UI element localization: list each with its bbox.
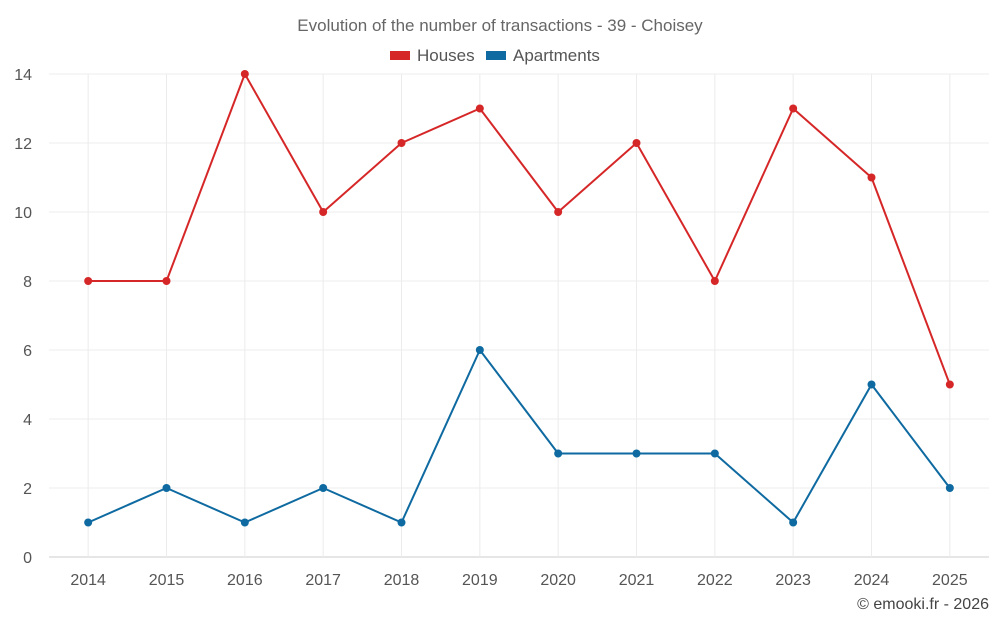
data-point-apartments[interactable]	[475, 346, 484, 354]
data-point-apartments[interactable]	[710, 449, 719, 458]
x-tick-label: 2016	[227, 572, 263, 589]
x-axis-ticks: 2014 2015 2016 2017 2018 2019 2020 2021 2022 2023…	[70, 572, 967, 589]
series-apartments	[84, 346, 954, 527]
x-tick-label: 2025	[932, 572, 968, 589]
legend-label-apartments: Apartments	[513, 46, 600, 65]
series	[84, 70, 954, 527]
data-point-houses[interactable]	[319, 208, 328, 216]
y-axis-ticks: 0 2 4 6 8 10 12 14	[14, 67, 32, 567]
legend-swatch-apartments	[486, 51, 506, 60]
data-point-apartments[interactable]	[945, 484, 954, 492]
data-point-houses[interactable]	[945, 380, 954, 389]
y-tick-label: 12	[14, 136, 32, 153]
y-tick-label: 6	[23, 343, 32, 360]
x-tick-label: 2023	[775, 572, 811, 589]
legend-item-apartments[interactable]: Apartments	[486, 46, 600, 65]
x-tick-label: 2024	[854, 572, 890, 589]
y-tick-label: 10	[14, 205, 32, 222]
series-houses	[84, 70, 954, 389]
y-tick-label: 2	[23, 481, 32, 498]
data-point-apartments[interactable]	[162, 484, 171, 492]
legend: Houses Apartments	[390, 46, 600, 65]
x-tick-label: 2014	[70, 572, 106, 589]
chart-title: Evolution of the number of transactions …	[297, 16, 703, 35]
data-point-apartments[interactable]	[240, 518, 249, 527]
data-point-houses[interactable]	[554, 208, 563, 216]
x-tick-label: 2015	[149, 572, 185, 589]
data-point-apartments[interactable]	[397, 518, 406, 527]
x-tick-label: 2018	[384, 572, 420, 589]
x-tick-label: 2017	[305, 572, 341, 589]
y-tick-label: 4	[23, 412, 32, 429]
data-point-houses[interactable]	[789, 104, 798, 113]
data-point-houses[interactable]	[867, 173, 876, 182]
legend-swatch-houses	[390, 51, 410, 60]
data-point-apartments[interactable]	[632, 449, 641, 458]
x-tick-label: 2020	[540, 572, 576, 589]
x-tick-label: 2022	[697, 572, 733, 589]
credit-text: © emooki.fr - 2026	[857, 596, 989, 613]
data-point-apartments[interactable]	[319, 484, 328, 492]
y-tick-label: 14	[14, 67, 32, 84]
data-point-houses[interactable]	[632, 139, 641, 147]
x-tick-label: 2019	[462, 572, 498, 589]
series-line-apartments	[87, 349, 951, 524]
data-point-houses[interactable]	[710, 277, 719, 285]
data-point-apartments[interactable]	[789, 518, 798, 527]
data-point-houses[interactable]	[475, 104, 484, 113]
data-point-houses[interactable]	[162, 277, 171, 285]
data-point-apartments[interactable]	[867, 380, 876, 389]
data-point-houses[interactable]	[84, 277, 93, 285]
legend-label-houses: Houses	[417, 46, 475, 65]
y-tick-label: 0	[23, 550, 32, 567]
data-point-houses[interactable]	[240, 70, 249, 78]
y-tick-label: 8	[23, 274, 32, 291]
x-tick-label: 2021	[619, 572, 655, 589]
grid	[49, 73, 989, 558]
data-point-houses[interactable]	[397, 139, 406, 147]
data-point-apartments[interactable]	[554, 449, 563, 458]
series-line-houses	[88, 73, 951, 385]
legend-item-houses[interactable]: Houses	[390, 46, 475, 65]
data-point-apartments[interactable]	[84, 518, 93, 527]
